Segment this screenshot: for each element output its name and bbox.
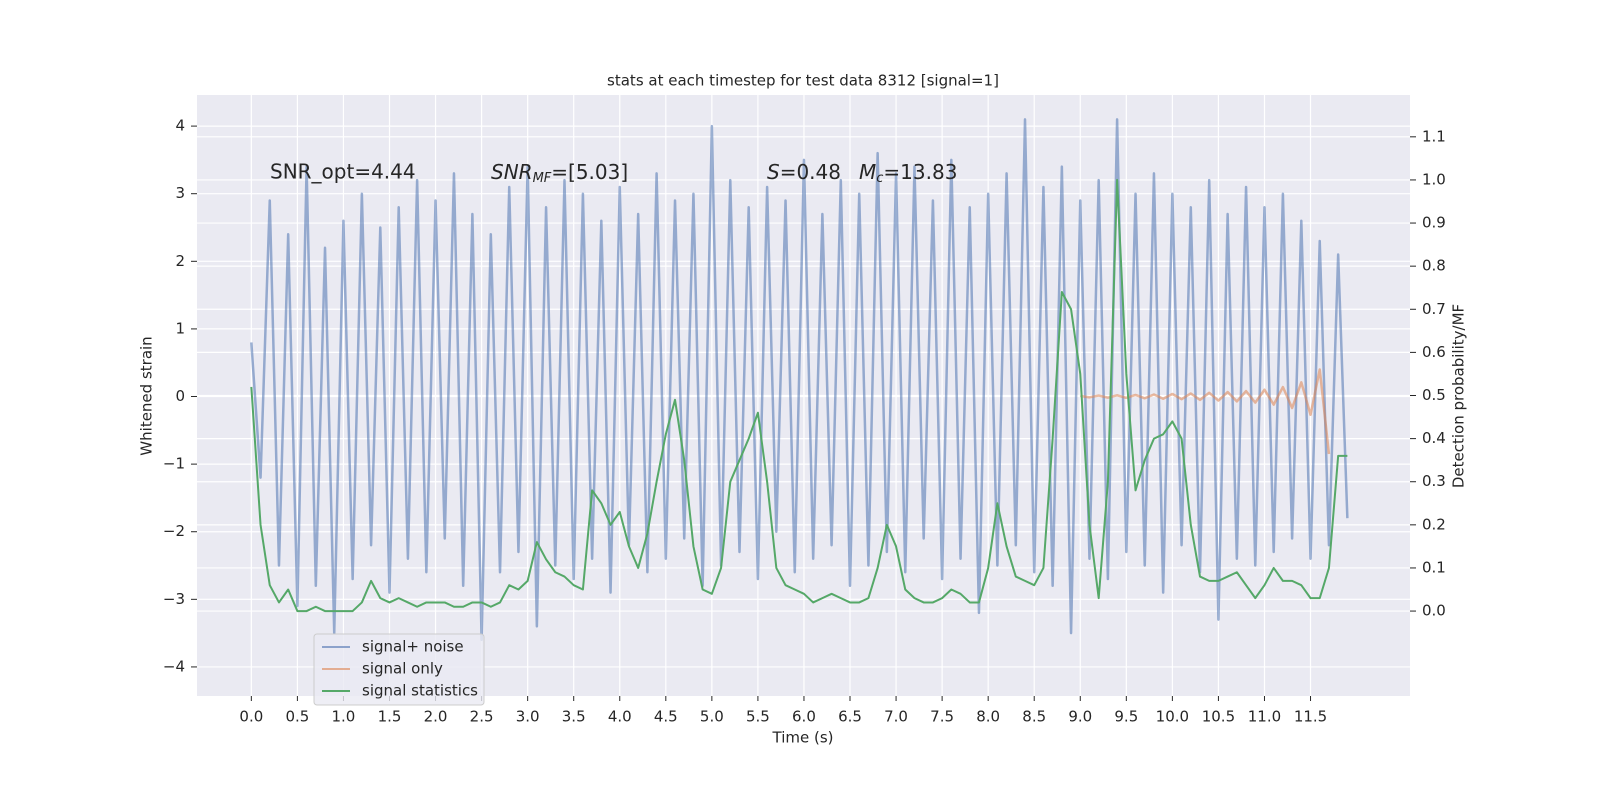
x-tick-label: 5.5 xyxy=(746,708,770,726)
series-line xyxy=(1080,368,1331,455)
x-axis-label: Time (s) xyxy=(772,729,834,747)
x-tick-label: 1.0 xyxy=(332,708,356,726)
annotation-part: SNR xyxy=(491,160,533,184)
annotation: SNRMF=[5.03] xyxy=(491,160,628,186)
x-tick-label: 3.5 xyxy=(562,708,586,726)
legend: signal+ noise signal only signal statistic… xyxy=(313,633,485,706)
series-line xyxy=(250,178,1348,613)
x-tick-label: 8.5 xyxy=(1022,708,1046,726)
x-tick-label: 0.0 xyxy=(239,708,263,726)
y2-tick-label: 0.5 xyxy=(1422,386,1446,404)
x-tick-label: 1.5 xyxy=(378,708,402,726)
x-tick-label: 4.5 xyxy=(654,708,678,726)
legend-box xyxy=(313,633,485,706)
y2-tick-label: 0.0 xyxy=(1422,602,1446,620)
y2-axis-label: Detection probability/MF xyxy=(1450,304,1468,488)
y2-tick-label: 0.9 xyxy=(1422,214,1446,232)
x-tick-label: 2.0 xyxy=(424,708,448,726)
y2-tick-label: 0.6 xyxy=(1422,343,1446,361)
x-tick-label: 6.5 xyxy=(838,708,862,726)
x-tick-label: 11.5 xyxy=(1294,708,1327,726)
x-tick-label: 11.0 xyxy=(1248,708,1281,726)
y-tick-label: 2 xyxy=(175,252,185,270)
y2-tick-label: 0.1 xyxy=(1422,558,1446,576)
series-line xyxy=(250,118,1349,642)
x-tick-label: 5.0 xyxy=(700,708,724,726)
y-tick-label: 3 xyxy=(175,184,185,202)
x-tick-label: 9.0 xyxy=(1068,708,1092,726)
x-tick-label: 7.0 xyxy=(884,708,908,726)
y2-tick-label: 0.2 xyxy=(1422,515,1446,533)
x-tick-label: 9.5 xyxy=(1114,708,1138,726)
y-axis-label: Whitened strain xyxy=(138,336,156,455)
x-tick-label: 10.5 xyxy=(1202,708,1235,726)
y-tick-label: 1 xyxy=(175,319,185,337)
ticks: 0.0 0.5 1.0 1.5 2.0 2.5 3.0 3.5 4.0 4.5 5.0 5.5 6.0 6… xyxy=(163,117,1446,726)
annotation-part: M xyxy=(859,160,876,184)
x-tick-label: 0.5 xyxy=(285,708,309,726)
x-tick-label: 6.0 xyxy=(792,708,816,726)
annotation-part: MF xyxy=(533,171,552,186)
y2-tick-label: 0.7 xyxy=(1422,300,1446,318)
annotation-part: =0.48 xyxy=(780,160,841,184)
y-tick-label: −4 xyxy=(163,657,185,675)
y-tick-label: −2 xyxy=(163,522,185,540)
y2-tick-label: 0.4 xyxy=(1422,429,1446,447)
x-tick-label: 10.0 xyxy=(1156,708,1189,726)
y-tick-label: −3 xyxy=(163,590,185,608)
y2-tick-label: 0.3 xyxy=(1422,472,1446,490)
y2-tick-label: 1.1 xyxy=(1422,127,1446,145)
y2-tick-label: 0.8 xyxy=(1422,257,1446,275)
y-tick-label: 0 xyxy=(175,387,185,405)
chart-title: stats at each timestep for test data 831… xyxy=(607,72,999,90)
annotation-part: c xyxy=(876,171,883,186)
marks xyxy=(250,118,1349,642)
x-tick-label: 4.0 xyxy=(608,708,632,726)
legend-label: signal only xyxy=(362,660,443,678)
annotation-part: =13.83 xyxy=(883,160,957,184)
x-tick-label: 8.0 xyxy=(976,708,1000,726)
legend-label: signal statistics xyxy=(362,682,478,700)
x-tick-label: 2.5 xyxy=(470,708,494,726)
y-tick-label: 4 xyxy=(175,117,185,135)
x-tick-label: 7.5 xyxy=(930,708,954,726)
y2-tick-label: 1.0 xyxy=(1422,170,1446,188)
annotation: SNR_opt=4.44 xyxy=(270,160,416,184)
annotation-part: =[5.03] xyxy=(551,160,628,184)
y-tick-label: −1 xyxy=(163,455,185,473)
annotation: Mc=13.83 xyxy=(859,160,957,186)
annotation-part: S xyxy=(767,160,780,184)
x-tick-label: 3.0 xyxy=(516,708,540,726)
annotation: S=0.48 xyxy=(767,160,841,184)
legend-label: signal+ noise xyxy=(362,638,464,656)
